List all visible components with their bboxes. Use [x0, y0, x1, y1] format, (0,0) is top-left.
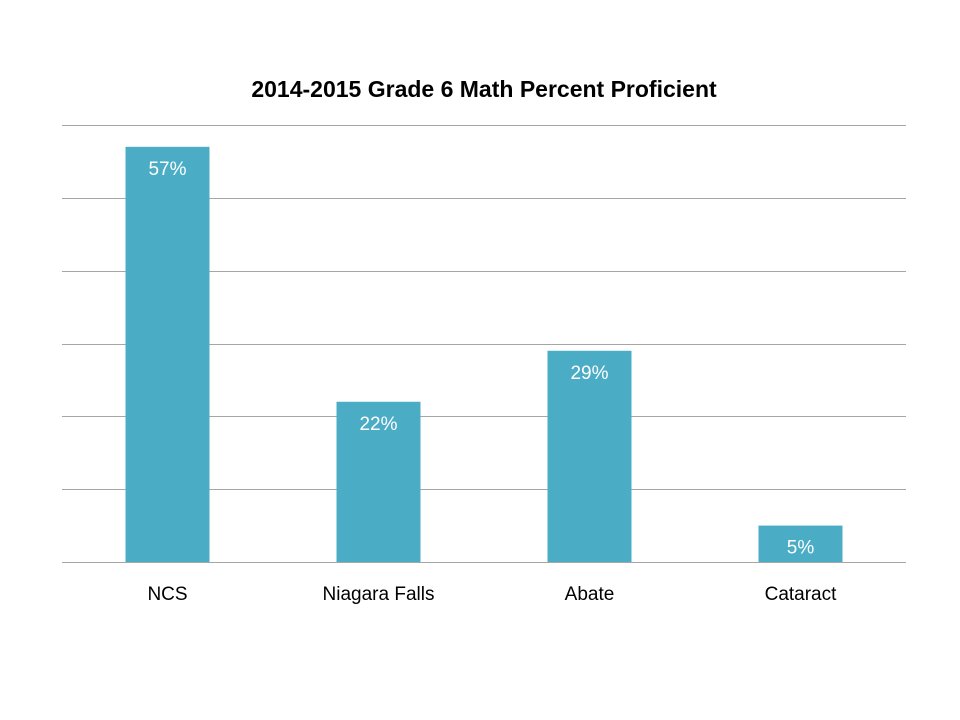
data-label: 29% — [570, 363, 608, 384]
bar-abate — [547, 350, 632, 562]
category-label: Abate — [565, 584, 615, 605]
bar-niagara-falls — [336, 401, 421, 562]
data-label: 22% — [359, 414, 397, 435]
bar-ncs — [125, 146, 210, 562]
bars — [125, 146, 843, 562]
chart-title: 2014-2015 Grade 6 Math Percent Proficien… — [251, 76, 717, 102]
category-label: Niagara Falls — [323, 584, 435, 605]
data-label: 57% — [148, 159, 186, 180]
data-label: 5% — [787, 538, 815, 559]
category-label: Cataract — [765, 584, 838, 605]
category-label: NCS — [147, 584, 187, 605]
category-labels: NCS Niagara Falls Abate Cataract — [147, 584, 837, 605]
bar-cataract — [758, 525, 843, 562]
data-labels: 57% 22% 29% 5% — [148, 159, 814, 559]
